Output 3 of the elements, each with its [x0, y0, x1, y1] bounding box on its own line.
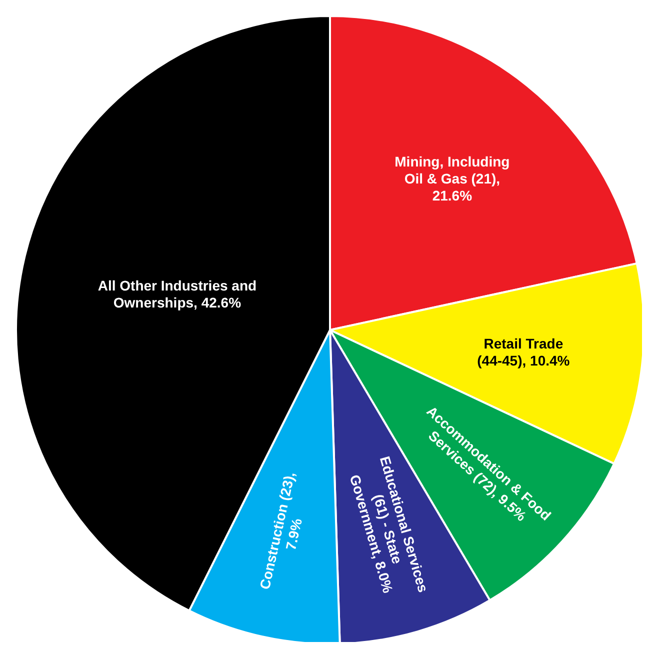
- slice-label: Mining, Including Oil & Gas (21), 21.6%: [394, 153, 510, 204]
- slice-label: Retail Trade (44-45), 10.4%: [477, 335, 570, 368]
- slice-label: All Other Industries and Ownerships, 42.6%: [98, 277, 257, 310]
